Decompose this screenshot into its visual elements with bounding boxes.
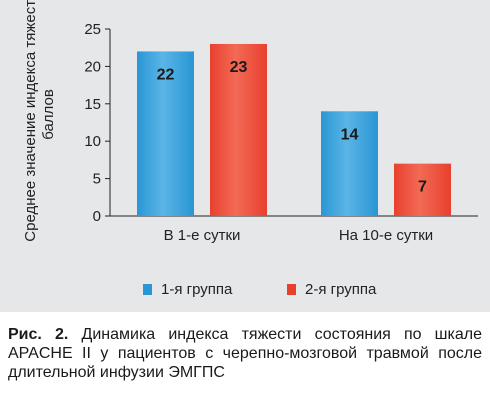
y-tick-label: 20 (84, 58, 101, 75)
y-tick-label: 5 (93, 171, 101, 188)
bar-value-label: 23 (230, 59, 248, 76)
bar-2-2 (394, 163, 451, 216)
x-category-label: На 10-е сутки (339, 227, 433, 244)
legend-label-1: 1-я группа (161, 281, 233, 298)
x-category-label: В 1-е сутки (164, 227, 241, 244)
y-tick-label: 0 (93, 208, 101, 225)
legend-swatch-2 (287, 284, 296, 295)
y-tick-label: 10 (84, 133, 101, 150)
bar-2-1 (210, 43, 267, 217)
y-axis-label: Среднее значение индекса тяжести,баллов (22, 0, 57, 242)
bar-value-label: 14 (341, 126, 359, 143)
y-tick-label: 25 (84, 21, 101, 38)
y-tick-label: 15 (84, 96, 101, 113)
figure-caption: Рис. 2. Динамика индекса тяжести состоян… (8, 325, 482, 382)
bar-1-1 (137, 51, 194, 216)
bar-value-label: 22 (157, 66, 175, 83)
legend-label-2: 2-я группа (305, 281, 377, 298)
bar-value-label: 7 (418, 179, 427, 196)
chart-panel: 0 5 10 15 20 25 Среднее значение индекса тяжес… (0, 0, 490, 312)
caption-prefix: Рис. 2. (8, 326, 69, 343)
caption-text: Динамика индекса тяжести состояния по шк… (8, 326, 482, 381)
bar-chart: 0 5 10 15 20 25 Среднее значение индекса тяжес… (22, 0, 478, 298)
bar-1-2 (321, 111, 378, 216)
legend-swatch-1 (143, 284, 152, 295)
